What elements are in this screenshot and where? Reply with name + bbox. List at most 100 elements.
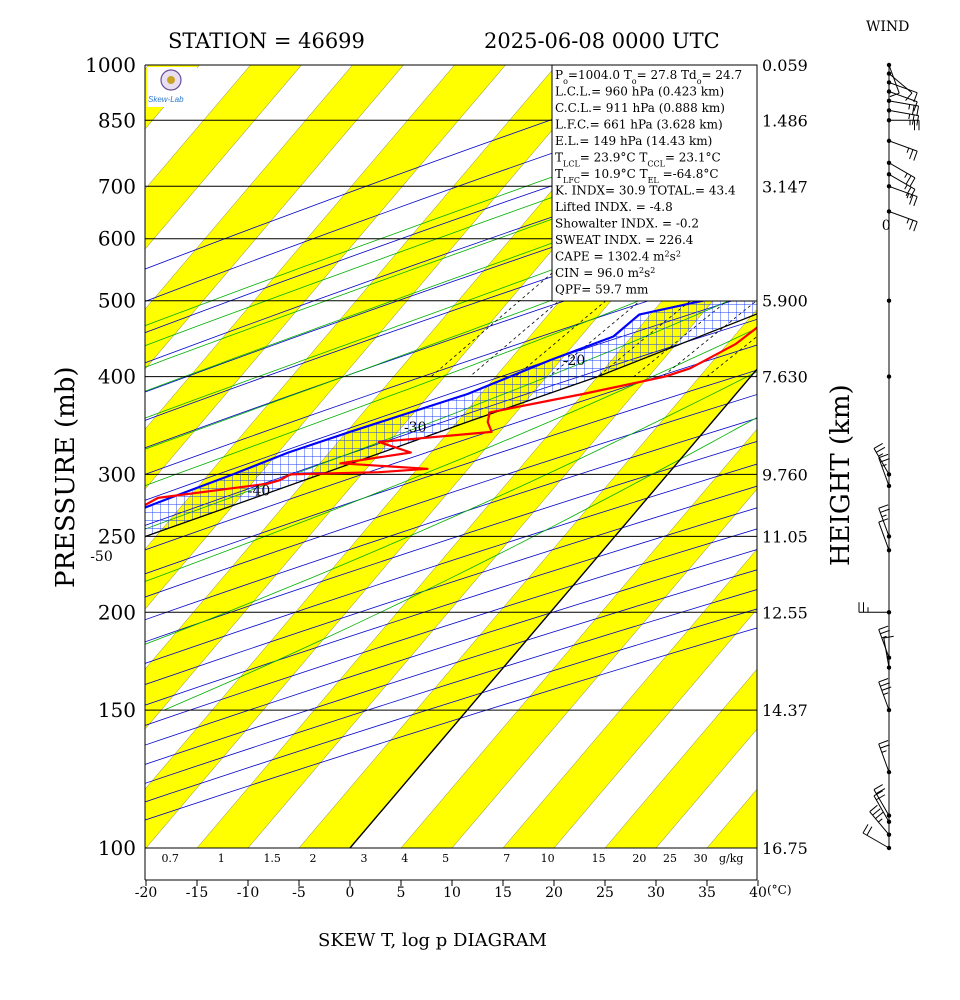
index-part: 2 xyxy=(665,249,670,258)
wind-barb-staff xyxy=(888,81,918,94)
index-part: 2 xyxy=(676,249,681,258)
index-part: T xyxy=(555,151,563,165)
mixing-ratio-label: 0.7 xyxy=(161,852,179,865)
x-tick-label: -20 xyxy=(135,885,158,901)
isotherm-line xyxy=(145,65,404,370)
wind-barb-feather xyxy=(880,508,890,513)
mixing-ratio-label: 4 xyxy=(401,852,408,865)
index-part: L.F.C.= 661 hPa (3.628 km) xyxy=(555,118,723,132)
moist-adiabat xyxy=(145,122,757,347)
wind-barb-staff xyxy=(878,629,890,658)
index-row: L.F.C.= 661 hPa (3.628 km) xyxy=(555,118,723,132)
isotherm-line xyxy=(758,48,960,848)
isotherm-line xyxy=(553,608,757,848)
height-label-1000: 0.059 xyxy=(762,56,808,75)
pressure-label-600: 600 xyxy=(98,227,136,251)
wind-barb-feather xyxy=(905,92,913,101)
wind-barb-feather xyxy=(872,808,881,816)
wind-barb-feather xyxy=(876,794,886,801)
wind-barb-feather xyxy=(878,504,889,509)
wind-barb-half-feather xyxy=(881,635,887,639)
index-part: LFC xyxy=(563,176,580,185)
index-row: Po=1004.0 To= 27.8 Tdo= 24.7 xyxy=(555,68,742,86)
x-tick-label: 40 xyxy=(749,885,767,901)
dry-adiabat xyxy=(145,627,757,821)
isotherm-line xyxy=(145,65,353,310)
y-axis-label: PRESSURE (mb) xyxy=(51,366,81,588)
wind-barb-feather xyxy=(905,186,912,197)
mixing-ratio-label: 30 xyxy=(694,852,708,865)
wind-barb-feather xyxy=(876,446,886,453)
x-tick-label: -15 xyxy=(186,885,209,901)
wind-barb-staff xyxy=(878,508,890,537)
index-part: EL xyxy=(648,176,660,185)
isotherm-bands xyxy=(0,48,757,848)
wind-barb-half-feather xyxy=(881,464,887,467)
index-row: TLFC= 10.9°C TEL =-64.8°C xyxy=(555,167,719,185)
index-part: =1004.0 T xyxy=(568,68,632,82)
wind-barb-staff xyxy=(888,109,919,117)
dry-adiabat xyxy=(145,115,757,334)
pressure-label-200: 200 xyxy=(98,600,136,624)
isotherm-band xyxy=(0,48,10,848)
index-row: E.L.= 149 hPa (14.43 km) xyxy=(555,134,712,148)
index-row: Showalter INDX. = -0.2 xyxy=(555,217,699,231)
x-tick-label: 0 xyxy=(346,885,355,901)
moist-adiabat xyxy=(145,327,757,582)
index-part: s xyxy=(670,250,676,264)
index-part: SWEAT INDX. = 226.4 xyxy=(555,233,694,247)
wind-barb-feather xyxy=(880,458,890,463)
moist-adiabat xyxy=(145,144,757,368)
pressure-lines: 100 16.75 150 14.37 200 12.55 250 11.05 300 9.760… xyxy=(85,53,808,860)
wind-barb-half-feather xyxy=(904,184,908,190)
index-part: =-64.8°C xyxy=(659,167,719,181)
wind-barb-staff xyxy=(888,162,916,179)
wind-barb-feather xyxy=(873,443,883,449)
wind-barb-half-feather xyxy=(878,453,884,457)
isotherm-line xyxy=(196,188,757,848)
mixing-ratio-line xyxy=(813,48,960,376)
height-label-200: 12.55 xyxy=(762,603,808,622)
mixing-ratio-label: 3 xyxy=(361,852,368,865)
station-title: STATION = 46699 xyxy=(168,29,365,53)
wind-barb-feather xyxy=(878,625,889,630)
moist-adiabat xyxy=(145,166,757,392)
x-tick-label: 20 xyxy=(545,885,563,901)
wind-barb-feather xyxy=(913,150,918,161)
height-label-100: 16.75 xyxy=(762,839,808,858)
wind-barb-half-feather xyxy=(881,750,887,753)
wind-barb-column xyxy=(858,62,920,851)
x-tick-label: -5 xyxy=(292,885,306,901)
index-part: LCL xyxy=(563,159,580,168)
moist-adiabat xyxy=(163,417,757,711)
index-part: = 23.1°C xyxy=(665,151,721,165)
dry-adiabat xyxy=(145,344,757,551)
wind-barb-feather xyxy=(909,177,916,187)
isotherm-line xyxy=(604,668,757,848)
index-part: = 10.9°C T xyxy=(580,167,648,181)
station-logo: Skew-Lab xyxy=(147,67,197,107)
wind-barb-feather xyxy=(862,824,869,834)
isotherm-label: 0 xyxy=(882,218,891,234)
dry-adiabat xyxy=(145,65,710,270)
wind-title: WIND xyxy=(866,19,909,35)
wind-barb-half-feather xyxy=(883,692,889,696)
cape-area xyxy=(145,281,757,537)
diagram-title: SKEW T, log p DIAGRAM xyxy=(318,930,547,951)
wind-barb-feather xyxy=(913,196,918,207)
height-label-850: 1.486 xyxy=(762,111,808,130)
isotherm-line xyxy=(400,428,757,848)
index-part: Showalter INDX. = -0.2 xyxy=(555,217,699,231)
dry-adiabat xyxy=(145,417,757,621)
index-row: C.C.L.= 911 hPa (0.888 km) xyxy=(555,101,725,115)
wind-barb-feather xyxy=(880,629,890,635)
isotherm-line xyxy=(145,65,251,190)
isotherm-line xyxy=(451,488,757,848)
mixing-ratio-label: 20 xyxy=(632,852,646,865)
wind-barb-half-feather xyxy=(878,818,883,823)
wind-barb-staff xyxy=(878,743,890,773)
wind-barb-feather xyxy=(878,518,889,523)
x-tick-label: 10 xyxy=(443,885,461,901)
dry-adiabat xyxy=(145,528,757,726)
mixing-ratio-label: 10 xyxy=(541,852,555,865)
